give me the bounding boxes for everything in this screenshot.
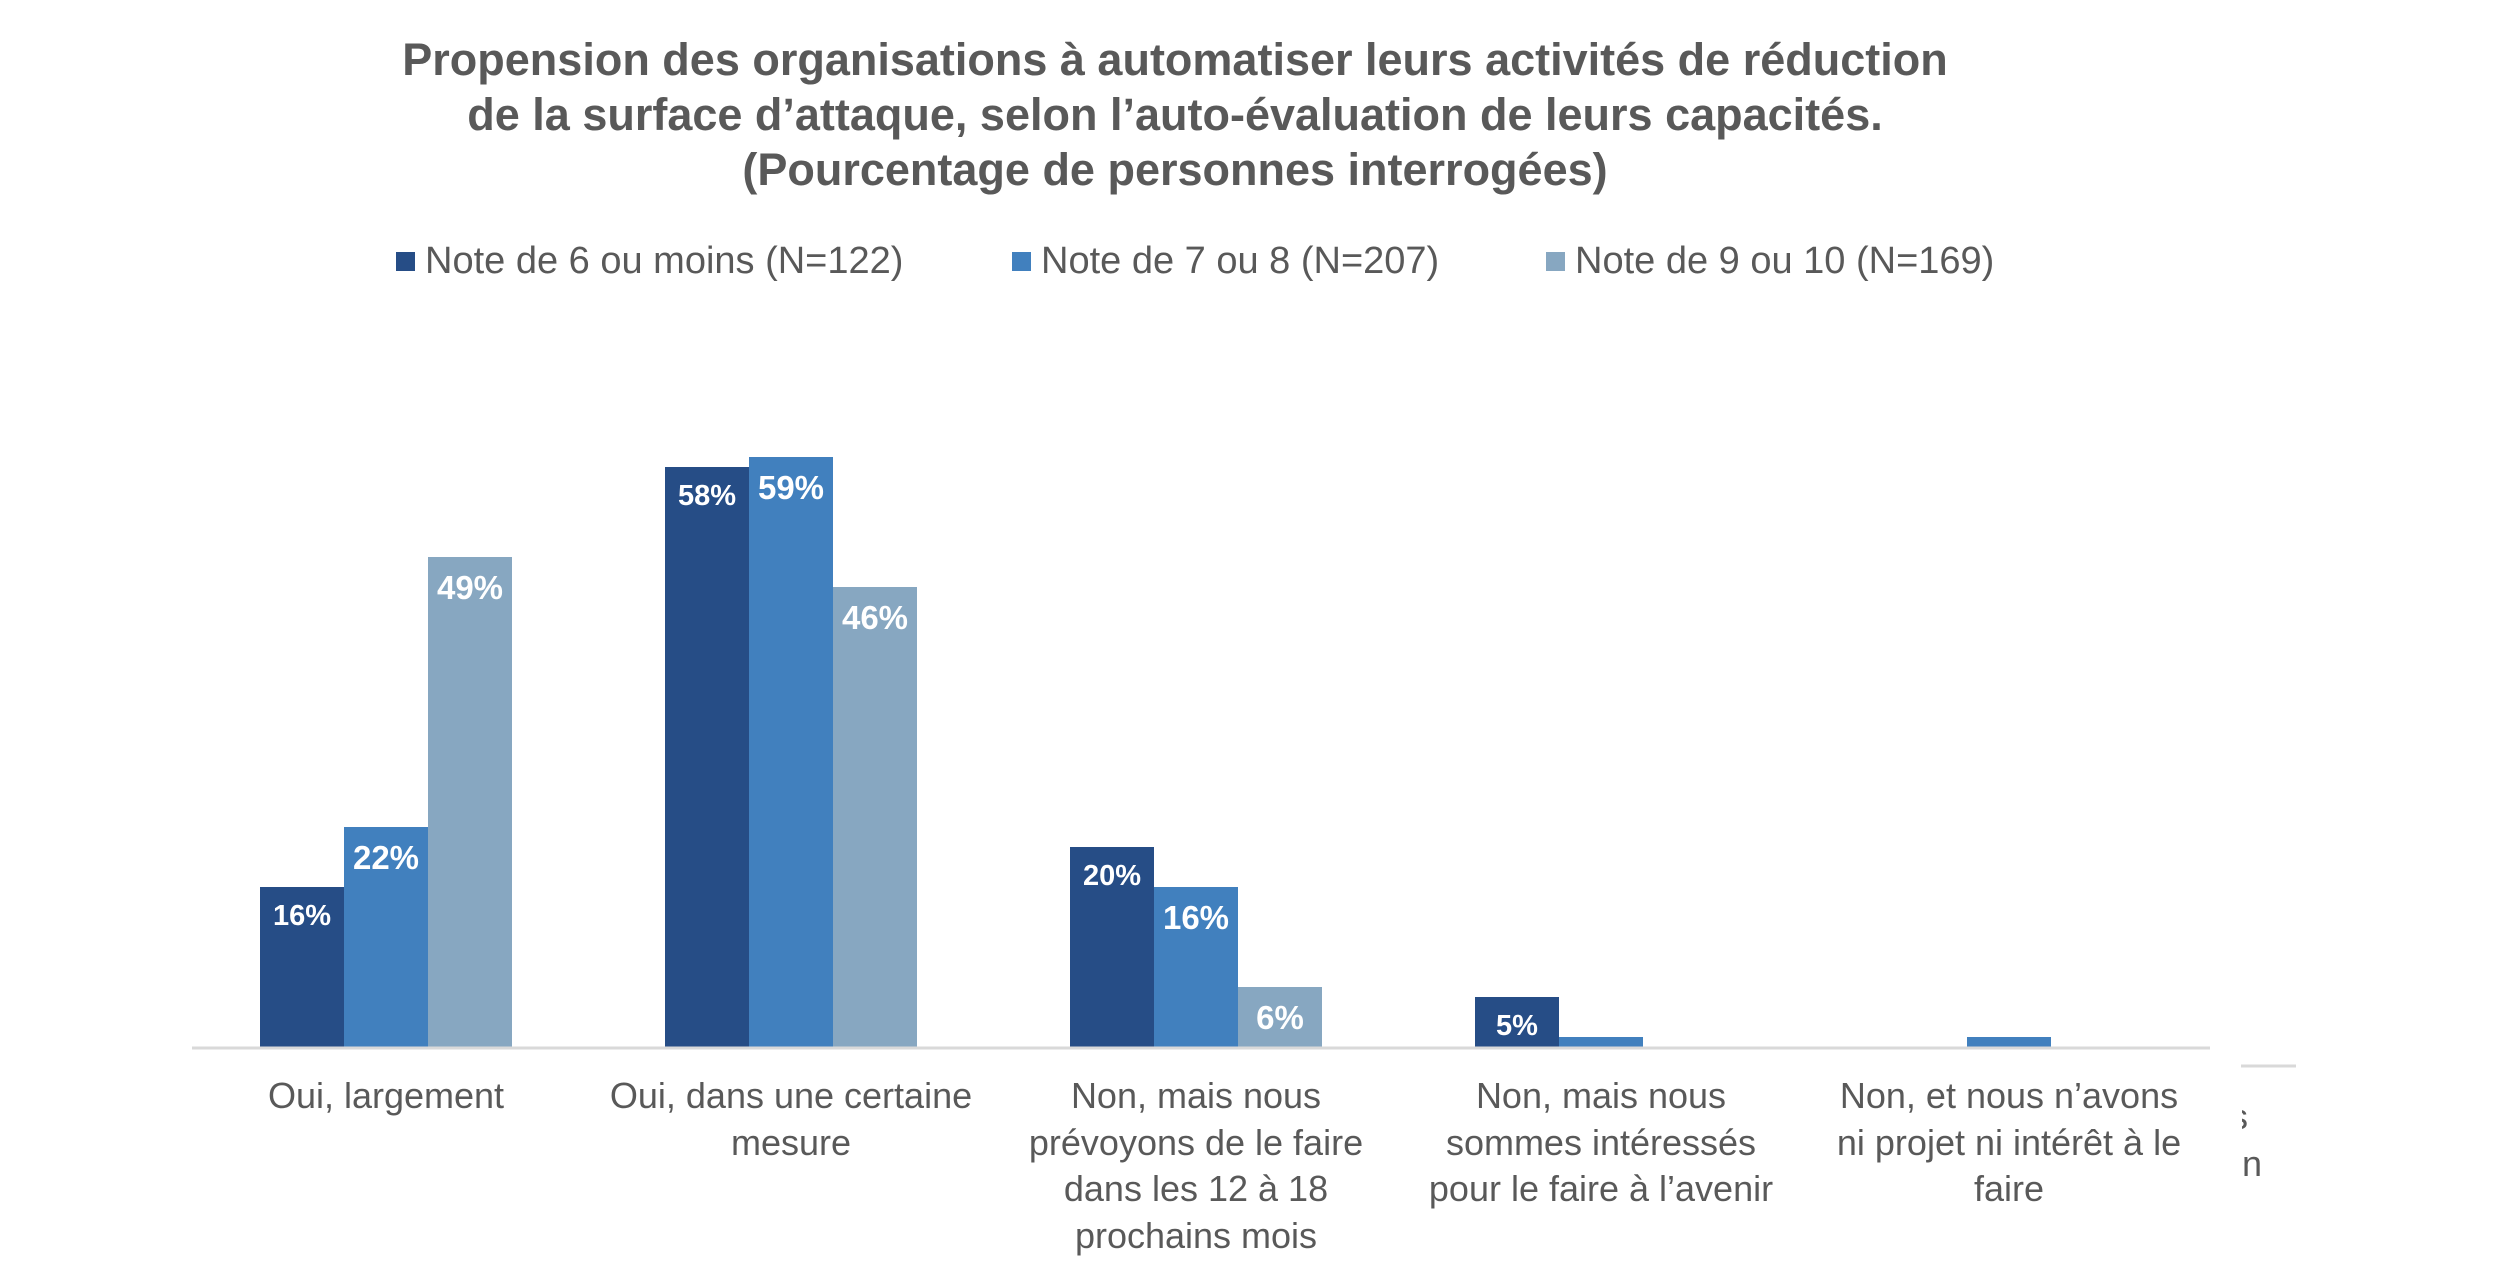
legend-item-note-7-or-8: Note de 7 ou 8 (N=207)	[1012, 240, 1439, 283]
data-label: 5%	[1496, 1010, 1538, 1042]
category-label: Non, mais nous prévoyons de le faire dans …	[996, 1073, 1396, 1259]
legend-swatch	[1546, 252, 1565, 271]
data-label: 46%	[842, 599, 908, 636]
bar-series-2-category-2	[1238, 987, 1322, 1047]
legend-label: Note de 7 ou 8 (N=207)	[1041, 240, 1440, 282]
legend-item-note-6-or-less: Note de 6 ou moins (N=122)	[396, 240, 903, 283]
bar-series-1-category-3	[1559, 1037, 1643, 1047]
chart-title-line: (Pourcentage de personnes interrogées)	[742, 144, 1608, 195]
chart-title-line: Propension des organisations à automatis…	[402, 34, 1948, 85]
bar-series-2-category-1	[833, 587, 917, 1047]
bar-series-1-category-1	[749, 457, 833, 1047]
data-label: 16%	[1163, 899, 1229, 936]
chart-title-line: de la surface d’attaque, selon l’auto-év…	[467, 89, 1883, 140]
bars-layer	[260, 457, 2051, 1047]
data-label: 20%	[1083, 860, 1141, 892]
category-label: Oui, largement	[186, 1073, 586, 1120]
category-label-line: pour le faire à l’avenir	[1428, 1168, 1774, 1209]
bar-series-2-category-0	[428, 557, 512, 1047]
bar-series-1-category-0	[344, 827, 428, 1047]
category-label-line: Oui, largement	[267, 1075, 505, 1116]
category-label-line: ni projet ni intérêt à le	[1836, 1121, 2182, 1163]
category-label-line: Non, mais nous	[1070, 1075, 1322, 1116]
data-label: 22%	[353, 839, 419, 876]
bar-series-1-category-4	[1967, 1037, 2051, 1047]
chart-legend: Note de 6 ou moins (N=122) Note de 7 ou …	[0, 240, 2500, 290]
category-label-line: sommes intéressés	[1445, 1121, 1757, 1163]
chart-title: Propension des organisations à automatis…	[300, 32, 2050, 197]
category-label-line: prochains mois	[1074, 1214, 1318, 1256]
category-label-line: faire	[1973, 1168, 2045, 1209]
data-label: 16%	[273, 900, 331, 932]
overflow-text-fragment: s n	[2242, 1094, 2266, 1194]
legend-swatch	[396, 252, 415, 271]
category-label-line: Non, et nous n’avons	[1839, 1075, 2179, 1116]
category-label-line: mesure	[730, 1121, 852, 1163]
legend-label: Note de 6 ou moins (N=122)	[425, 240, 904, 282]
data-labels-layer: 16% 58% 20% 5% 22% 59% 16% 49% 46% 6%	[273, 469, 1538, 1042]
legend-label: Note de 9 ou 10 (N=169)	[1575, 240, 1995, 282]
bar-series-0-category-3	[1475, 997, 1559, 1047]
overflow-text-line: s	[2242, 1094, 2266, 1141]
category-label: Non, et nous n’avons ni projet ni intérêt…	[1809, 1073, 2209, 1213]
category-label: Oui, dans une certaine mesure	[591, 1073, 991, 1166]
data-label: 6%	[1256, 999, 1304, 1036]
category-label-line: prévoyons de le faire	[1028, 1121, 1364, 1163]
legend-swatch	[1012, 252, 1031, 271]
overflow-text-line: n	[2242, 1142, 2263, 1184]
category-label-line: dans les 12 à 18	[1063, 1168, 1329, 1209]
data-label: 59%	[758, 469, 824, 506]
category-label: Non, mais nous sommes intéressés pour le f…	[1401, 1073, 1801, 1213]
category-label-line: Non, mais nous	[1475, 1075, 1727, 1116]
bar-series-0-category-0	[260, 887, 344, 1047]
bar-series-0-category-2	[1070, 847, 1154, 1047]
bar-series-1-category-2	[1154, 887, 1238, 1047]
data-label: 58%	[678, 480, 736, 512]
category-label-line: Oui, dans une certaine	[609, 1075, 973, 1116]
data-label: 49%	[437, 569, 503, 606]
bar-series-0-category-1	[665, 467, 749, 1047]
legend-item-note-9-or-10: Note de 9 ou 10 (N=169)	[1546, 240, 1994, 283]
